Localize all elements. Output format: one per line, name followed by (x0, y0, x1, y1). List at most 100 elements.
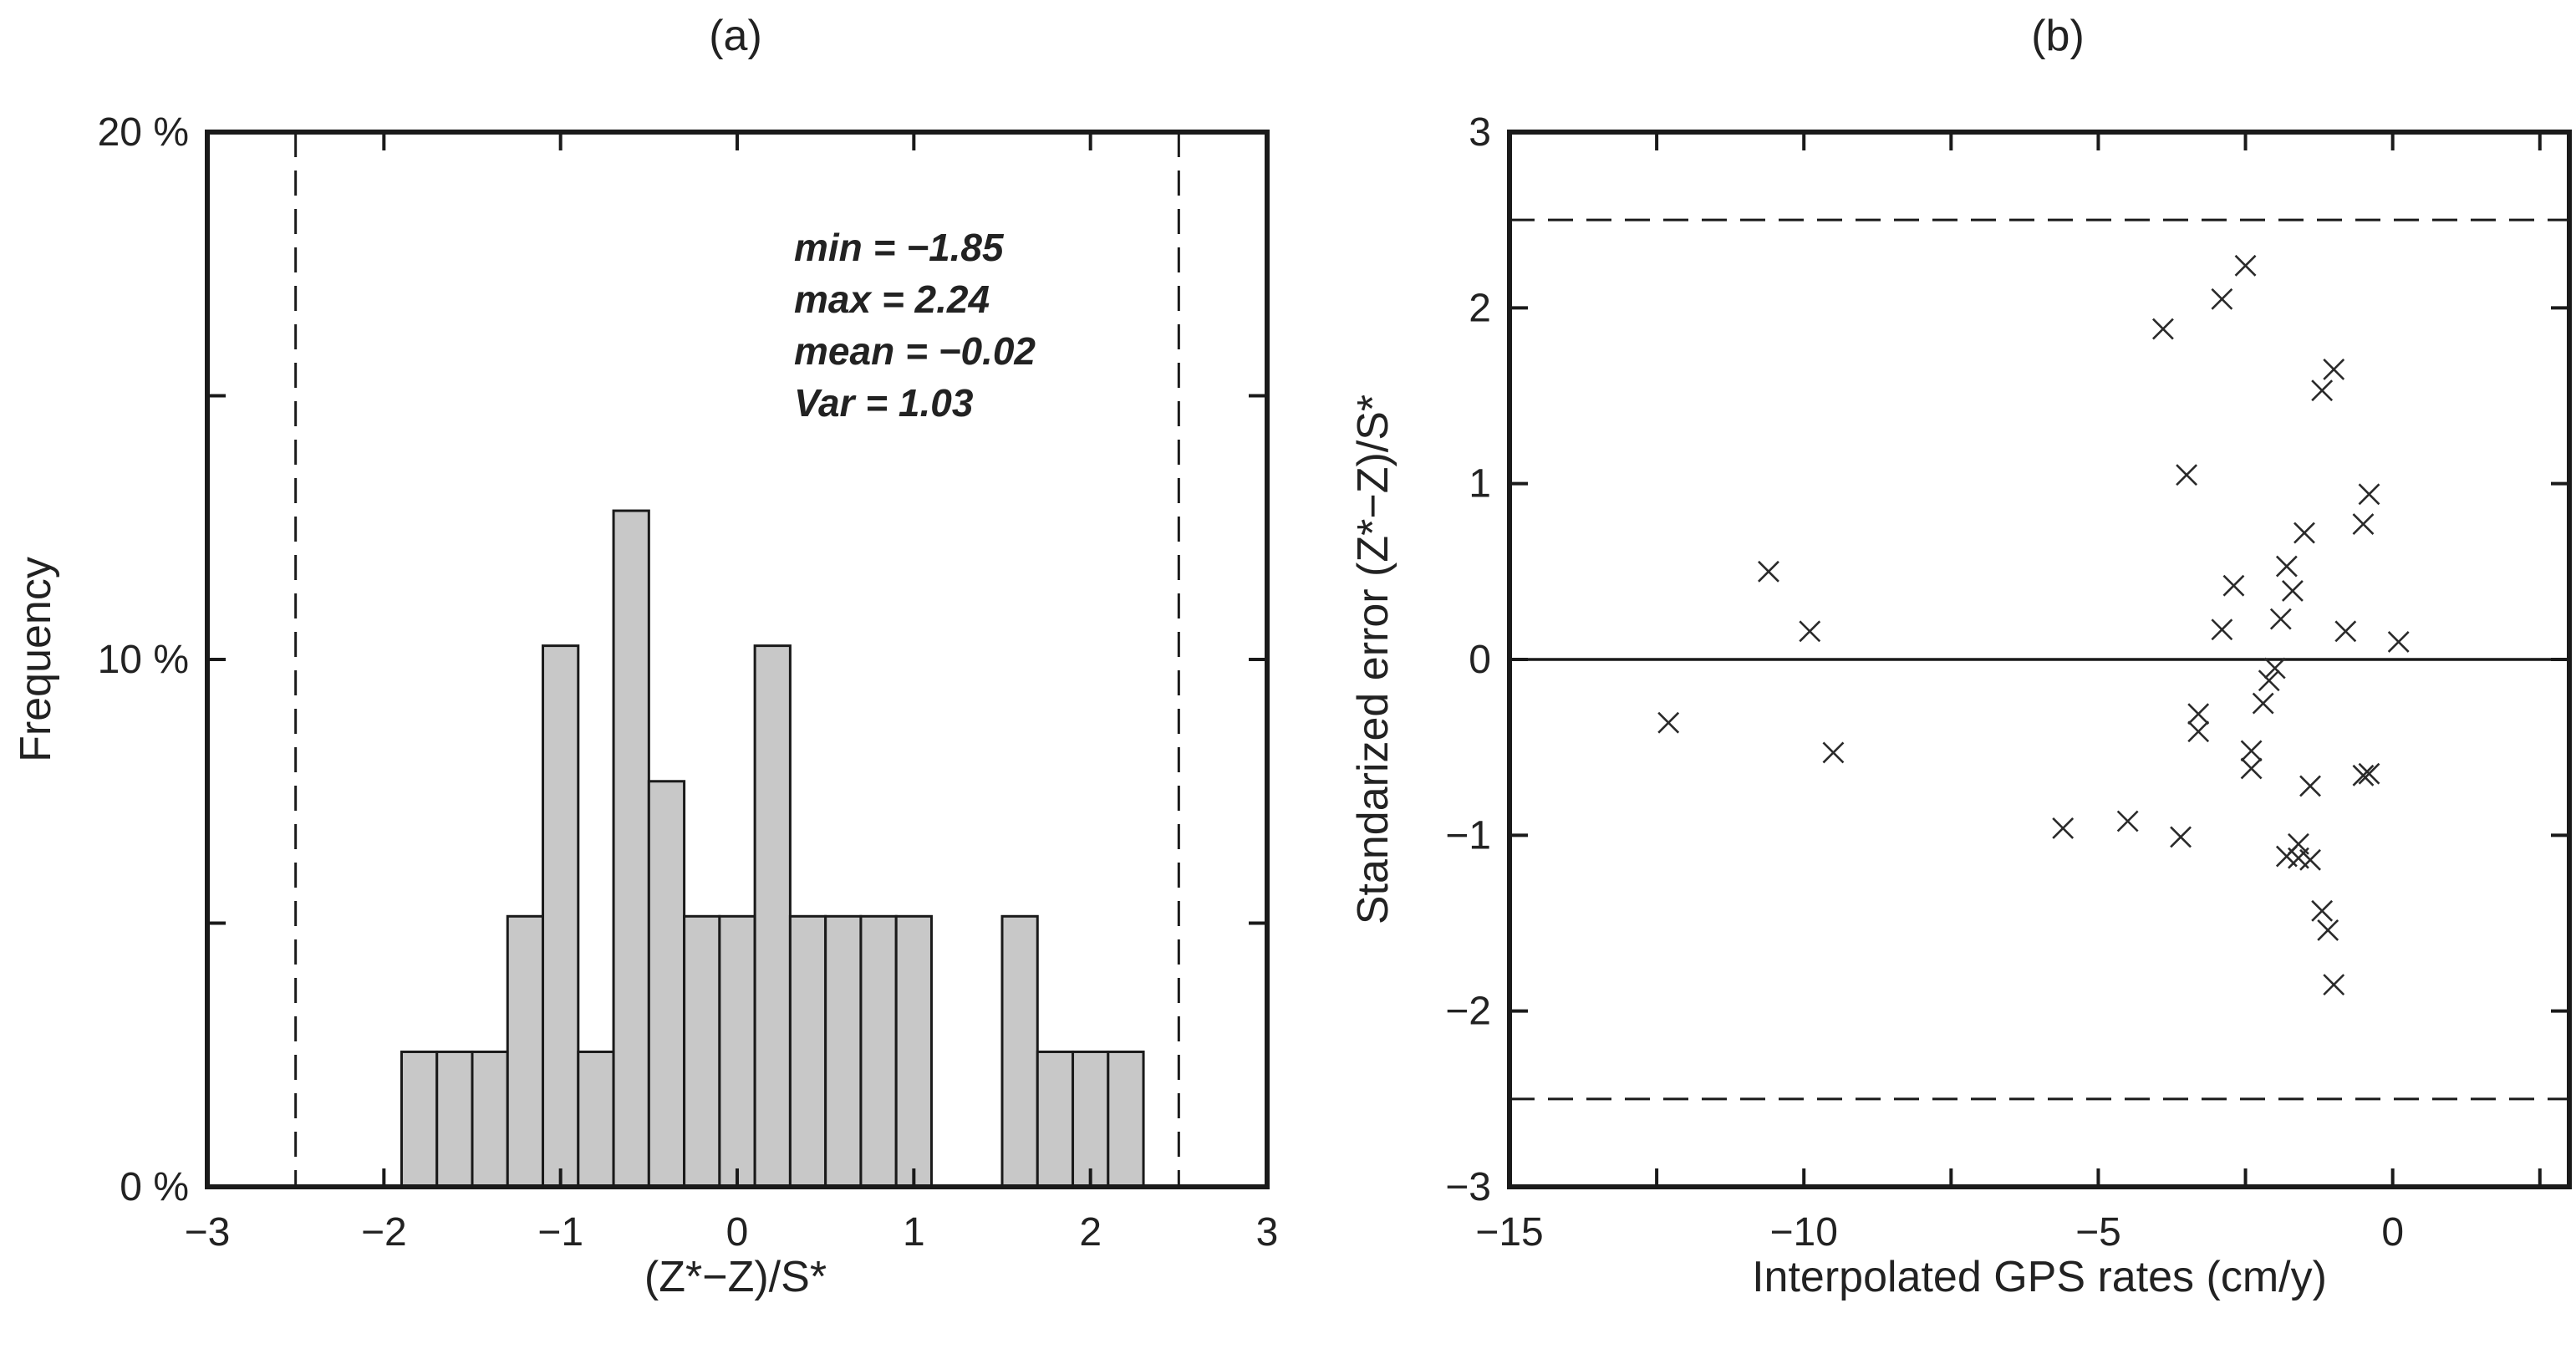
scatter-point-stroke (2358, 483, 2380, 506)
y-tick-label: −2 (1445, 990, 1491, 1034)
scatter-point-stroke (2152, 318, 2174, 340)
scatter-point (2352, 513, 2375, 535)
scatter-point (2323, 359, 2345, 380)
scatter-point (2252, 692, 2274, 715)
scatter-point-stroke (2116, 810, 2139, 832)
scatter-point (2211, 618, 2233, 641)
scatter-point (1758, 560, 1779, 583)
histogram-bar (718, 914, 756, 1189)
scatter-point (2317, 919, 2339, 941)
stat-mean: mean = −0.02 (794, 329, 1036, 373)
histogram-bar (435, 1050, 474, 1189)
scatter-point-stroke (1822, 741, 1845, 764)
x-tick-label: −10 (1770, 1210, 1838, 1255)
y-tick-label: −3 (1445, 1165, 1491, 1209)
x-tick-label: −3 (185, 1210, 231, 1255)
scatter-point-stroke (2170, 826, 2192, 848)
scatter-point-stroke (2258, 669, 2280, 692)
scatter-plot-frame (1507, 130, 2572, 1189)
scatter-point-stroke (2211, 618, 2233, 641)
x-tick-label: 1 (903, 1210, 925, 1255)
histogram-bar (471, 1050, 509, 1189)
scatter-point (2299, 775, 2321, 797)
scatter-point (2387, 631, 2410, 653)
histogram-bar (859, 914, 898, 1189)
histogram-bar (400, 1050, 439, 1189)
reference-lines-a (294, 132, 1180, 1187)
y-tick-label: 3 (1469, 110, 1491, 155)
scatter-point (2358, 762, 2380, 785)
scatter-point (2222, 574, 2245, 597)
histogram-x-axis-label: (Z*−Z)/S* (644, 1253, 827, 1301)
scatter-point-stroke (2281, 580, 2304, 602)
scatter-x-tick-labels: −15 −10 −5 0 (1475, 1210, 2404, 1255)
scatter-point-stroke (2263, 657, 2286, 680)
histogram-bar (788, 914, 827, 1189)
scatter-point (2211, 288, 2233, 310)
scatter-point (1799, 620, 1821, 643)
scatter-point (2358, 483, 2380, 506)
histogram-bar (753, 644, 792, 1189)
scatter-point (2352, 764, 2375, 786)
scatter-point (2052, 817, 2075, 839)
y-tick-label: −1 (1445, 813, 1491, 858)
histogram-panel: (a) −3 −2 −1 0 1 2 3 0 % 10 % 20 % min = −1.85 m… (12, 12, 1278, 1301)
scatter-point (2334, 620, 2357, 643)
histogram-bar (1000, 914, 1039, 1189)
reference-lines-b (1509, 218, 2569, 1101)
scatter-point-stroke (2275, 555, 2298, 578)
scatter-point-stroke (1799, 620, 1821, 643)
scatter-point-stroke (1657, 711, 1680, 734)
scatter-y-tick-labels: −3 −2 −1 0 1 2 3 (1445, 110, 1491, 1209)
scatter-point-stroke (2252, 692, 2274, 715)
scatter-point (2240, 757, 2263, 780)
x-tick-label: −5 (2075, 1210, 2121, 1255)
y-tick-label: 1 (1469, 462, 1491, 506)
scatter-point-stroke (2211, 288, 2233, 310)
x-tick-label: 2 (1079, 1210, 1102, 1255)
histogram-bar (612, 509, 650, 1189)
scatter-point-stroke (2358, 762, 2380, 785)
y-tick-label: 0 (1469, 638, 1491, 682)
scatter-point-stroke (2311, 899, 2334, 922)
stat-var: Var = 1.03 (794, 381, 974, 425)
scatter-point (2311, 899, 2334, 922)
scatter-point-stroke (2352, 513, 2375, 535)
scatter-point-stroke (2334, 620, 2357, 643)
histogram-y-axis-label: Frequency (12, 557, 60, 762)
scatter-point-stroke (2187, 703, 2210, 725)
x-tick-label: 3 (1256, 1210, 1279, 1255)
scatter-point-stroke (2187, 720, 2210, 743)
histogram-x-tick-labels: −3 −2 −1 0 1 2 3 (185, 1210, 1279, 1255)
histogram-bar (1107, 1050, 1145, 1189)
scatter-point-stroke (2387, 631, 2410, 653)
x-tick-label: −2 (361, 1210, 407, 1255)
scatter-point (2240, 740, 2263, 762)
scatter-point-stroke (2299, 775, 2321, 797)
scatter-point-stroke (2288, 847, 2309, 869)
scatter-point (2311, 379, 2334, 402)
histogram-bars (400, 509, 1145, 1189)
panel-b-label: (b) (2031, 12, 2085, 60)
scatter-point-stroke (2269, 608, 2292, 630)
x-tick-label: 0 (2381, 1210, 2404, 1255)
scatter-point-stroke (2234, 254, 2257, 277)
y-tick-label: 2 (1469, 286, 1491, 330)
scatter-point-stroke (2293, 522, 2315, 544)
scatter-y-axis-label: Standarized error (Z*−Z)/S* (1349, 394, 1397, 924)
scatter-point-stroke (2052, 817, 2075, 839)
scatter-point (2116, 810, 2139, 832)
scatter-point (2323, 974, 2345, 996)
histogram-bar (1036, 1050, 1075, 1189)
scatter-point (2187, 703, 2210, 725)
histogram-bar (1072, 1050, 1110, 1189)
stat-max: max = 2.24 (794, 277, 990, 321)
scatter-point-stroke (2240, 740, 2263, 762)
scatter-x-axis-label: Interpolated GPS rates (cm/y) (1752, 1253, 2327, 1301)
scatter-point (2293, 522, 2315, 544)
x-tick-label: −15 (1475, 1210, 1543, 1255)
scatter-point (2176, 464, 2198, 486)
scatter-point (2263, 657, 2286, 680)
